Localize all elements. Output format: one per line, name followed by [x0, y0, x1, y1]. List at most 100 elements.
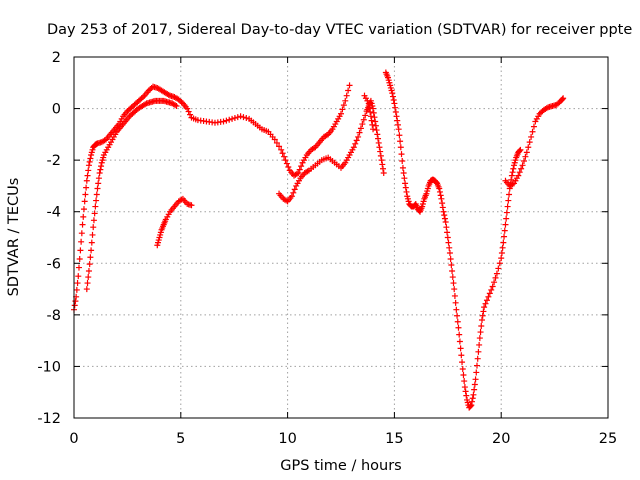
data-point	[229, 115, 236, 122]
data-point	[353, 137, 360, 144]
data-point	[360, 116, 367, 123]
data-point	[450, 280, 457, 287]
data-point	[188, 202, 195, 209]
data-point	[346, 82, 353, 89]
data-point	[288, 193, 295, 200]
data-point	[444, 234, 451, 241]
data-point	[508, 176, 515, 183]
data-point	[522, 153, 529, 160]
data-point	[281, 153, 288, 160]
data-point	[389, 93, 396, 100]
data-point	[492, 274, 499, 281]
data-point	[370, 105, 377, 112]
x-tick-label: 10	[278, 431, 296, 447]
data-point	[95, 180, 102, 187]
data-point	[366, 104, 373, 111]
data-point	[491, 279, 498, 286]
data-point	[367, 109, 374, 116]
data-point	[369, 121, 376, 128]
data-point	[365, 100, 372, 107]
data-point	[237, 113, 244, 120]
data-point	[371, 114, 378, 121]
data-point	[402, 184, 409, 191]
data-point	[502, 221, 509, 228]
data-point	[495, 265, 502, 272]
data-point	[503, 209, 510, 216]
data-point	[359, 121, 366, 128]
data-marks	[71, 69, 567, 411]
data-point	[343, 92, 350, 99]
data-point	[476, 335, 483, 342]
data-point	[459, 359, 466, 366]
data-point	[447, 255, 454, 262]
data-point	[393, 113, 400, 120]
data-point	[441, 215, 448, 222]
data-point	[500, 239, 507, 246]
data-point	[87, 155, 94, 162]
data-point	[505, 197, 512, 204]
data-point	[291, 186, 298, 193]
data-point	[441, 212, 448, 219]
data-point	[400, 170, 407, 177]
data-point	[402, 180, 409, 187]
y-tick-label: 2	[52, 50, 61, 66]
data-point	[375, 135, 382, 142]
data-point	[86, 261, 93, 268]
data-point	[469, 398, 476, 405]
data-point	[80, 213, 87, 220]
tick-labels: 0 5 10 15 20 25 -12 -10 -8 -6 -4 -2 0 2	[37, 50, 617, 447]
data-point	[436, 188, 443, 195]
data-point	[74, 280, 81, 287]
data-point	[520, 158, 527, 165]
data-point	[401, 175, 408, 182]
data-point	[501, 227, 508, 234]
data-point	[478, 317, 485, 324]
data-point	[356, 129, 363, 136]
data-point	[282, 157, 289, 164]
data-point	[185, 108, 192, 115]
data-point	[279, 150, 286, 157]
data-point	[475, 348, 482, 355]
data-point	[456, 331, 463, 338]
data-point	[276, 143, 283, 150]
data-point	[372, 122, 379, 129]
data-point	[448, 262, 455, 269]
data-point	[89, 231, 96, 238]
x-tick-label: 25	[599, 431, 617, 447]
data-point	[345, 87, 352, 94]
data-point	[378, 157, 385, 164]
data-point	[453, 306, 460, 313]
data-point	[362, 112, 369, 119]
data-point	[298, 163, 305, 170]
data-point	[471, 381, 478, 388]
data-point	[486, 290, 493, 297]
data-point	[85, 162, 92, 169]
data-point	[456, 338, 463, 345]
data-point	[468, 402, 475, 409]
data-point	[397, 144, 404, 151]
data-point	[73, 286, 80, 293]
data-point	[460, 372, 467, 379]
data-point	[377, 148, 384, 155]
data-point	[392, 104, 399, 111]
data-point	[374, 131, 381, 138]
data-point	[184, 105, 191, 112]
data-point	[71, 302, 78, 309]
data-point	[443, 224, 450, 231]
data-point	[518, 165, 525, 172]
data-point	[75, 273, 82, 280]
data-point	[84, 172, 91, 179]
data-point	[482, 300, 489, 307]
data-point	[223, 117, 230, 124]
data-point	[78, 238, 85, 245]
data-point	[508, 172, 515, 179]
data-point	[446, 244, 453, 251]
data-point	[529, 128, 536, 135]
data-point	[493, 270, 500, 277]
data-point	[76, 255, 83, 262]
data-point	[501, 233, 508, 240]
data-point	[496, 260, 503, 267]
data-point	[503, 215, 510, 222]
data-point	[173, 102, 180, 109]
gridlines	[74, 57, 608, 418]
